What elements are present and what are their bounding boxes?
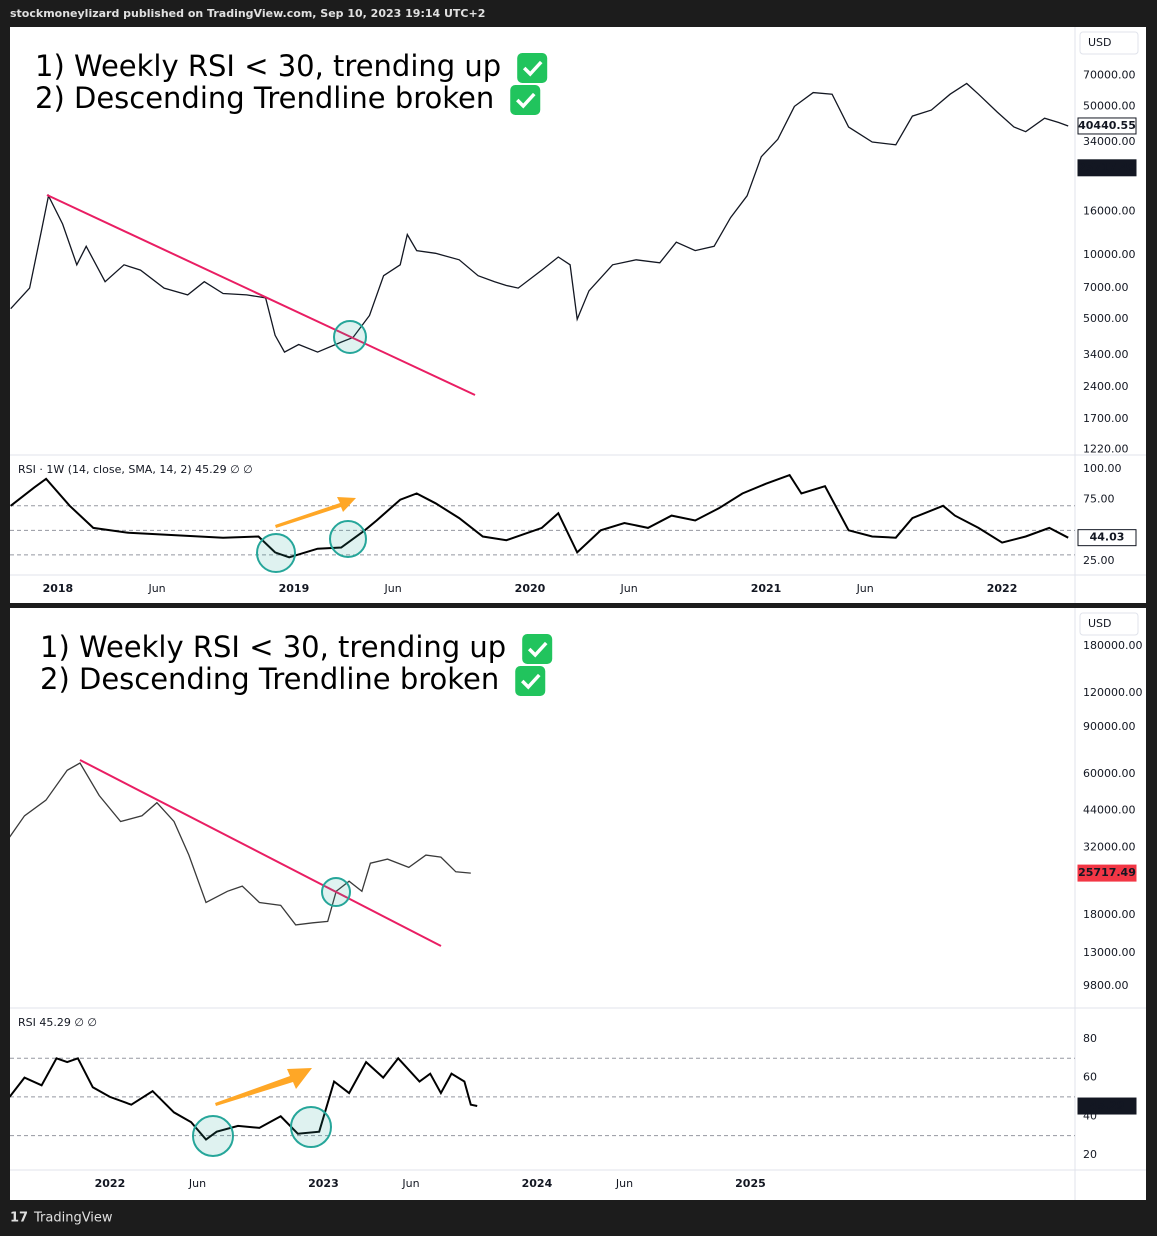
x-tick-label: Jun [620,582,638,595]
x-tick-label: 2022 [95,1177,126,1190]
y-tick-label: 5000.00 [1083,312,1129,325]
x-tick-label: 2025 [735,1177,766,1190]
currency: USD [1088,36,1112,49]
x-tick-label: 2022 [987,582,1018,595]
check-box [515,666,546,696]
annotation: 1) Weekly RSI < 30, trending up [35,49,501,83]
x-tick-label: 2024 [522,1177,553,1190]
price-line [10,1056,478,1141]
check-icon [515,666,546,696]
currency: USD [1088,617,1112,630]
y-tick-label: 60000.00 [1083,767,1136,780]
check-mark [521,673,541,690]
check-icon [510,85,541,115]
y-tick-label: 18000.00 [1083,908,1136,921]
x-tick-label: 2019 [279,582,310,595]
x-tick-label: Jun [188,1177,206,1190]
check-mark [522,60,543,77]
y-tick-label: 25.00 [1083,554,1115,567]
currency-box [1079,612,1139,636]
y-tick-label: 32000.00 [1083,841,1136,854]
x-tick-label: Jun [383,582,401,595]
check-mark [527,641,548,658]
price-label-box [1077,117,1137,135]
price-label-box [1077,529,1137,547]
panel [10,608,1146,1200]
separators [10,27,1146,1200]
price-label-box [1077,864,1137,882]
y-tick-label: 50000.00 [1083,99,1136,112]
price-line [10,762,471,926]
annotation: 2) Descending Trendline broken [40,662,499,696]
currency-box [1079,31,1139,55]
x-tick-label: 2023 [308,1177,339,1190]
x-tick-label: 2018 [43,582,74,595]
y-tick-label: 3400.00 [1083,348,1129,361]
drawings [46,194,476,1157]
x-tick-label: Jun [401,1177,419,1190]
price-label-box [1077,159,1137,177]
price-label: 25717.49 [1078,161,1136,174]
check-box [517,53,548,83]
y-tick-label: 1700.00 [1083,412,1129,425]
y-tick-label: 20 [1083,1148,1097,1161]
price-line [10,473,1069,559]
y-tick-label: 9800.00 [1083,979,1129,992]
y-tick-label: 120000.00 [1083,686,1143,699]
header: stockmoneylizard published on TradingVie… [10,7,485,20]
y-tick-label: 1220.00 [1083,443,1129,456]
price-line [10,82,1069,353]
y-tick-label: 2400.00 [1083,380,1129,393]
check-box [522,634,553,664]
indicator-legend: RSI 45.29 ∅ ∅ [18,1016,97,1029]
y-tick-label: 34000.00 [1083,135,1136,148]
x-tick-label: 2020 [515,582,546,595]
price-label: 40440.55 [1078,119,1136,132]
svg-text:17: 17 [10,1211,28,1226]
price-label: 45.29 [1090,1099,1125,1112]
check-mark [516,92,536,109]
check-box [510,85,541,115]
footer: 17 TradingView [10,1211,113,1226]
y-tick-label: 44000.00 [1083,803,1136,816]
x-tick-label: 2021 [751,582,782,595]
price-label-box [1077,1097,1137,1115]
x-tick-label: Jun [615,1177,633,1190]
check-icon [522,634,553,664]
brand: TradingView [33,1211,113,1226]
y-tick-label: 70000.00 [1083,68,1136,81]
price-label: 25717.49 [1078,866,1136,879]
y-tick-label: 7000.00 [1083,281,1129,294]
y-tick-label: 13000.00 [1083,946,1136,959]
panel [10,27,1146,603]
x-tick-label: Jun [147,582,165,595]
price-label: 44.03 [1090,531,1125,544]
annotation: 1) Weekly RSI < 30, trending up [40,630,506,664]
annotation: 2) Descending Trendline broken [35,81,494,115]
y-tick-label: 16000.00 [1083,205,1136,218]
x-tick-label: Jun [856,582,874,595]
y-tick-label: 75.00 [1083,493,1115,506]
y-tick-label: 90000.00 [1083,720,1136,733]
y-tick-label: 10000.00 [1083,248,1136,261]
y-tick-label: 180000.00 [1083,639,1143,652]
y-tick-label: 80 [1083,1032,1097,1045]
check-icon [517,53,548,83]
indicator-legend: RSI · 1W (14, close, SMA, 14, 2) 45.29 ∅… [18,463,253,476]
y-tick-label: 100.00 [1083,462,1122,475]
y-tick-label: 60 [1083,1071,1097,1084]
